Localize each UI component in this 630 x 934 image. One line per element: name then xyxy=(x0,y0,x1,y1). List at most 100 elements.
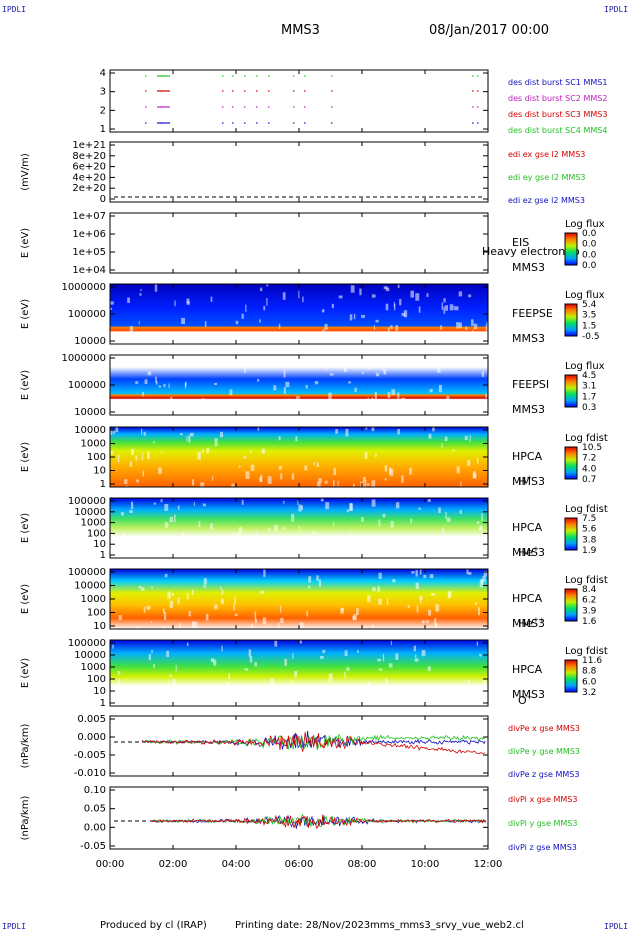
panel-hpca_he1-speckle xyxy=(432,542,434,548)
panel-hpca_he1-speckle xyxy=(298,525,300,531)
panel-hpca_o-colorbar-title: Log fdist xyxy=(565,646,608,657)
panel-hpca_he1-speckle xyxy=(202,503,206,507)
panel-feeps_e-speckle xyxy=(260,287,263,292)
panel-divpe-ytick-label: 0.005 xyxy=(77,714,106,725)
panel-hpca_h-speckle xyxy=(280,473,283,480)
panel-hpca_he2-speckle xyxy=(378,598,382,605)
panel-feeps_e-speckle xyxy=(468,294,472,298)
panel-hpca_o-speckle xyxy=(254,662,258,667)
panel-feeps_e-colorbar-tick: 3.5 xyxy=(582,311,596,321)
panel-feeps_i-speckle xyxy=(419,400,424,409)
panel-hpca_he2-colorbar-title: Log fdist xyxy=(565,575,608,586)
panel-divpe-ylabel: (nPa/km) xyxy=(20,724,31,769)
panel-feeps_e-speckle xyxy=(138,321,140,325)
panel-divpi-legend-1: divPi y gse MMS3 xyxy=(508,819,577,828)
panel-hpca_h-ytick-label: 100 xyxy=(87,452,106,463)
panel-feeps_e-speckle xyxy=(321,309,325,313)
panel-hpca_he1-speckle xyxy=(283,500,285,504)
panel-feeps_i-speckle xyxy=(155,381,158,385)
panel-hpca_he1-speckle xyxy=(297,500,299,505)
panel-feeps_e-speckle xyxy=(399,298,402,306)
panel-eis-colorbar-tick: 0.0 xyxy=(582,229,597,239)
panel-feeps_i-speckle xyxy=(414,410,416,416)
panel-hpca_he2-speckle xyxy=(353,614,357,621)
panel-hpca_o-speckle xyxy=(274,640,278,647)
panel-hpca_he1-speckle xyxy=(325,502,330,510)
panel-hpca_he2-spacecraft: MMS3 xyxy=(512,617,545,630)
panel-feeps_i-colorbar-tick: 3.1 xyxy=(582,382,596,392)
panel-hpca_he2-speckle xyxy=(280,617,284,623)
panel-feeps_i-speckle xyxy=(262,402,266,405)
panel-feeps_e-ytick-label: 1000000 xyxy=(61,282,106,293)
panel-hpca_he2-speckle xyxy=(377,586,381,593)
panel-hpca_he2-speckle xyxy=(251,624,254,632)
panel-feeps_e-speckle xyxy=(371,294,376,298)
panel-hpca_h-speckle xyxy=(313,461,316,466)
panel-feeps_e-speckle xyxy=(174,300,176,307)
panel-feeps_i-speckle xyxy=(470,359,473,364)
panel-feeps_i-speckle xyxy=(348,381,351,384)
panel-hpca_h-speckle xyxy=(366,483,370,486)
panel-hpca_h-speckle xyxy=(200,482,205,489)
panel-feeps_e-speckle xyxy=(154,284,158,292)
panel-hpca_he1-speckle xyxy=(210,523,213,530)
panel-hpca_h-speckle xyxy=(113,429,116,435)
panel-hpca_he1-speckle xyxy=(410,533,412,538)
panel-feeps_i-ylabel: E (eV) xyxy=(20,370,31,400)
panel-feeps_i-speckle xyxy=(147,371,152,376)
panel-hpca_he2-speckle xyxy=(178,623,181,630)
panel-feeps_e-speckle xyxy=(445,305,448,311)
panel-hpca_he1-speckle xyxy=(390,520,394,528)
panel-hpca_o-colorbar-tick: 11.6 xyxy=(582,656,602,666)
panel-eis-instrument: EIS xyxy=(512,236,529,249)
panel-hpca_he1-speckle xyxy=(197,542,201,550)
panel-hpca_he2-speckle xyxy=(386,597,389,606)
panel-feeps_i-speckle xyxy=(429,389,433,393)
panel-feeps_i-speckle xyxy=(375,372,380,377)
panel-eis-colorbar-tick: 0.0 xyxy=(582,240,597,250)
panel-burst-ytick-label: 3 xyxy=(100,87,106,98)
panel-hpca_he2-ytick-label: 10 xyxy=(93,621,106,632)
panel-feeps_e-speckle xyxy=(210,296,213,302)
panel-hpca_he2-speckle xyxy=(392,579,396,583)
panel-feeps_e-speckle xyxy=(397,284,400,289)
panel-hpca_he2-speckle xyxy=(169,600,173,609)
panel-feeps_i-speckle xyxy=(236,407,239,414)
panel-hpca_he2-speckle xyxy=(483,570,488,577)
panel-hpca_h-speckle xyxy=(143,431,146,436)
panel-feeps_i-speckle xyxy=(384,406,389,410)
panel-hpca_h-speckle xyxy=(129,461,133,468)
panel-hpca_o-colorbar-tick: 3.2 xyxy=(582,688,596,698)
corner-label-top-left: IPDLI xyxy=(2,5,27,14)
panel-feeps_i-speckle xyxy=(374,391,377,400)
panel-feeps_e-ytick-label: 10000 xyxy=(74,336,106,347)
panel-feeps_i-speckle xyxy=(229,359,232,364)
panel-hpca_he2-speckle xyxy=(467,572,472,575)
panel-hpca_h-speckle xyxy=(115,427,119,433)
panel-feeps_e-speckle xyxy=(444,337,449,345)
panel-feeps_i-speckle xyxy=(485,393,488,399)
panel-feeps_e-speckle xyxy=(385,303,389,311)
panel-hpca_he1-speckle xyxy=(304,536,307,543)
panel-feeps_e-speckle xyxy=(421,338,425,345)
panel-hpca_he1-speckle xyxy=(403,545,406,554)
panel-hpca_he2-speckle xyxy=(186,592,189,600)
panel-burst-legend-0: des dist burst SC1 MMS1 xyxy=(508,78,607,87)
panel-hpca_o-speckle xyxy=(414,658,419,662)
panel-hpca_o-speckle xyxy=(476,641,479,646)
panel-feeps_e-speckle xyxy=(110,301,114,305)
panel-hpca_he2-colorbar xyxy=(564,588,578,622)
panel-feeps_i-speckle xyxy=(436,405,439,412)
panel-feeps_i-speckle xyxy=(305,384,308,389)
panel-hpca_o-speckle xyxy=(186,642,189,647)
panel-feeps_i-speckle xyxy=(387,391,391,399)
panel-hpca_h-heatmap xyxy=(110,427,488,487)
panel-hpca_he1-speckle xyxy=(153,502,157,505)
panel-hpca_he2-speckle xyxy=(278,622,280,630)
panel-hpca_h-speckle xyxy=(206,448,210,454)
panel-feeps_e-speckle xyxy=(322,329,325,334)
panel-feeps_i-speckle xyxy=(283,387,286,394)
panel-hpca_he1-speckle xyxy=(427,554,431,563)
panel-eis-ylabel: E (eV) xyxy=(20,228,31,258)
panel-hpca_he1-speckle xyxy=(382,513,386,518)
